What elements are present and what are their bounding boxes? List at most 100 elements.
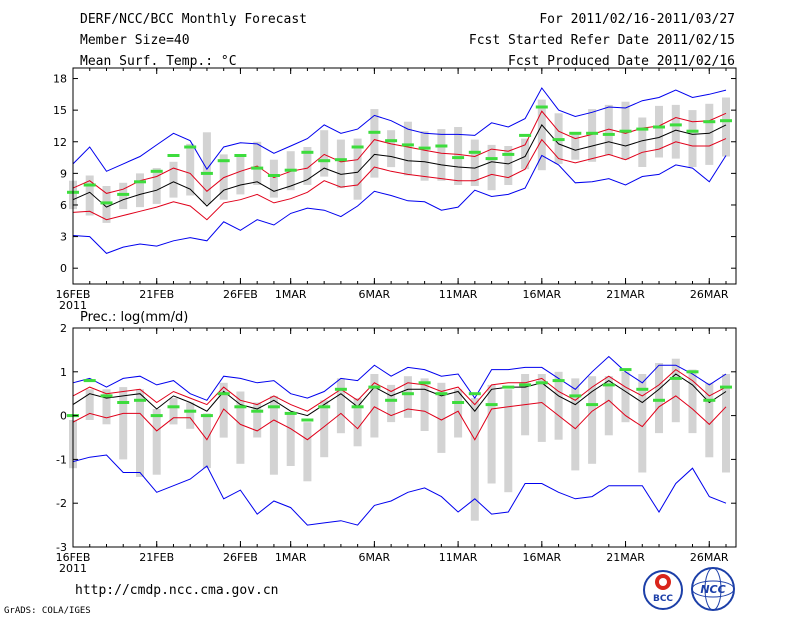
series-spread-lower bbox=[72, 395, 727, 441]
ncc-logo: NCC bbox=[691, 567, 735, 611]
observed-marker bbox=[100, 201, 113, 205]
bcc-logo-text: BCC bbox=[653, 594, 673, 604]
observed-marker bbox=[318, 159, 331, 163]
observed-marker bbox=[301, 150, 314, 154]
y-tick-label: 12 bbox=[53, 136, 67, 149]
observed-marker bbox=[301, 418, 314, 422]
ensemble-range-bar bbox=[169, 398, 178, 425]
x-tick-label: 6MAR bbox=[359, 288, 391, 301]
observed-marker bbox=[703, 398, 716, 402]
series-minimum bbox=[72, 454, 727, 526]
ncc-logo-globe-line bbox=[704, 567, 722, 611]
series-maximum bbox=[72, 355, 727, 401]
x-tick-label: 26FEB bbox=[223, 288, 258, 301]
header-right: For 2011/02/16-2011/03/27 Fcst Started R… bbox=[469, 12, 735, 75]
ensemble-range-bar bbox=[705, 103, 714, 165]
x-tick-label: 26MAR bbox=[690, 288, 729, 301]
observed-marker bbox=[368, 385, 381, 389]
observed-marker bbox=[720, 119, 732, 123]
ensemble-range-bar bbox=[253, 141, 262, 185]
x-tick-label: 16FEB bbox=[56, 288, 91, 301]
series-ensemble-mean bbox=[72, 124, 727, 208]
panel-1: -3 -2 -1 0 1 2 16FEB 21FEB 26FEB 1MAR 6MAR 11MAR 16M… bbox=[56, 322, 737, 575]
ensemble-range-bar bbox=[336, 378, 345, 434]
ensemble-range-bar bbox=[604, 104, 613, 156]
x-tick-label: 16MAR bbox=[522, 288, 561, 301]
plot-frame bbox=[72, 67, 737, 285]
panel-0: 0 3 6 9 12 15 18 16FEB 21FEB 26FEB 1MAR 6MAR 11MAR 16… bbox=[53, 67, 737, 312]
ensemble-range-bar bbox=[521, 138, 530, 170]
ncc-logo-globe-line bbox=[691, 580, 735, 598]
ensemble-range-bar bbox=[202, 413, 211, 469]
ensemble-range-bar bbox=[85, 175, 94, 216]
observed-marker bbox=[435, 144, 448, 148]
y-tick-label: 1 bbox=[60, 366, 67, 379]
ensemble-range-bar bbox=[722, 97, 730, 157]
ensemble-range-bar bbox=[504, 389, 513, 493]
ensemble-range-bar bbox=[588, 109, 597, 162]
observed-marker bbox=[167, 405, 180, 409]
grads-credit: GrADS: COLA/IGES bbox=[4, 606, 91, 616]
ensemble-range-bar bbox=[588, 376, 597, 464]
observed-marker bbox=[485, 403, 498, 407]
y-tick-label: 18 bbox=[53, 73, 67, 86]
observed-marker bbox=[401, 143, 414, 147]
ensemble-range-bar bbox=[437, 382, 446, 453]
observed-marker bbox=[418, 381, 431, 385]
ensemble-range-bar bbox=[470, 398, 479, 521]
ensemble-range-bar bbox=[136, 389, 144, 477]
series-spread-upper bbox=[72, 110, 727, 194]
ensemble-range-bar bbox=[554, 371, 563, 440]
observed-marker bbox=[552, 138, 565, 142]
ensemble-range-bar bbox=[487, 384, 496, 484]
y-tick-label: 6 bbox=[60, 199, 67, 212]
observed-marker bbox=[586, 403, 599, 407]
ensemble-range-bar bbox=[638, 117, 647, 167]
observed-marker bbox=[234, 154, 247, 157]
observed-marker bbox=[636, 387, 649, 391]
ensemble-range-bar bbox=[688, 369, 697, 434]
ensemble-range-bar bbox=[186, 143, 195, 196]
ensemble-range-bar bbox=[638, 374, 647, 473]
observed-marker bbox=[468, 150, 481, 154]
observed-marker bbox=[351, 145, 364, 149]
x-tick-label: 1MAR bbox=[275, 551, 307, 564]
source-url[interactable]: http://cmdp.ncc.cma.gov.cn bbox=[75, 583, 279, 598]
observed-marker bbox=[150, 169, 163, 173]
ensemble-range-bar bbox=[303, 422, 312, 482]
x-tick-label: 6MAR bbox=[359, 551, 391, 564]
observed-marker bbox=[167, 154, 180, 157]
x-tick-label: 26FEB bbox=[223, 551, 258, 564]
ensemble-range-bar bbox=[487, 144, 496, 191]
observed-marker bbox=[100, 394, 113, 398]
observed-marker bbox=[200, 171, 213, 175]
x-year-label: 2011 bbox=[59, 562, 87, 575]
ensemble-range-bar bbox=[604, 376, 613, 436]
y-tick-label: -2 bbox=[56, 497, 67, 510]
ensemble-range-bar bbox=[454, 127, 463, 185]
observed-marker bbox=[418, 146, 431, 150]
observed-marker bbox=[134, 398, 146, 402]
ensemble-range-bar bbox=[420, 131, 429, 181]
observed-marker bbox=[519, 383, 532, 387]
ensemble-range-bar bbox=[722, 374, 730, 473]
observed-marker bbox=[435, 392, 448, 396]
bcc-logo-sun-core bbox=[659, 578, 667, 586]
x-tick-label: 21FEB bbox=[139, 551, 174, 564]
y-tick-label: -3 bbox=[56, 541, 67, 554]
ensemble-range-bar bbox=[437, 129, 446, 181]
x-tick-label: 21MAR bbox=[606, 551, 645, 564]
ensemble-range-bar bbox=[102, 389, 111, 425]
ensemble-range-bar bbox=[286, 413, 295, 466]
series-ensemble-mean bbox=[72, 373, 727, 417]
y-tick-label: -1 bbox=[56, 453, 67, 466]
observed-marker bbox=[535, 105, 548, 109]
y-tick-label: 0 bbox=[60, 262, 67, 275]
ensemble-range-bar bbox=[219, 382, 228, 438]
ensemble-range-bar bbox=[336, 139, 345, 189]
observed-marker bbox=[569, 394, 582, 398]
ensemble-range-bar bbox=[655, 363, 663, 434]
observed-marker bbox=[267, 405, 280, 409]
observed-marker bbox=[184, 145, 197, 149]
observed-marker bbox=[267, 174, 280, 177]
